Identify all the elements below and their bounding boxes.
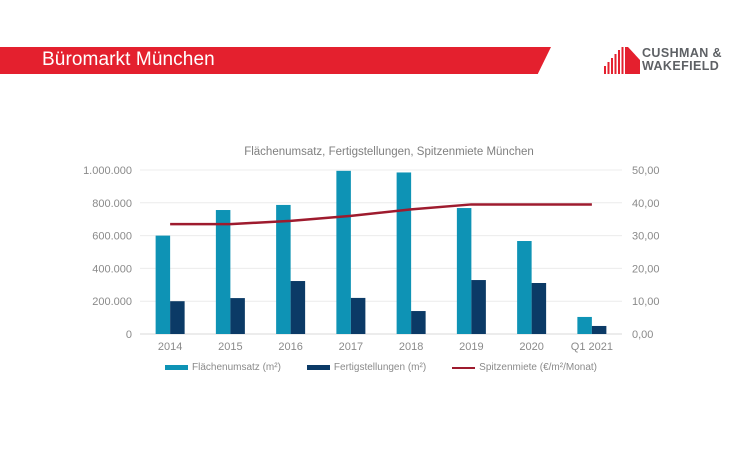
y-left-tick: 0 bbox=[126, 329, 132, 341]
y-right-tick: 10,00 bbox=[632, 296, 660, 308]
bar-flaechenumsatz bbox=[396, 172, 412, 334]
brand-line-2: WAKEFIELD bbox=[642, 59, 720, 73]
legend-label: Fertigstellungen (m²) bbox=[333, 362, 427, 373]
brand-logo: CUSHMAN & WAKEFIELD bbox=[604, 46, 734, 74]
bar-fertigstellungen bbox=[471, 280, 486, 334]
y-left-tick: 600.000 bbox=[92, 231, 132, 243]
x-tick: Q1 2021 bbox=[571, 341, 613, 353]
bar-fertigstellungen bbox=[591, 325, 607, 334]
bar-flaechenumsatz bbox=[276, 204, 291, 334]
legend-label: Spitzenmiete (€/m²/Monat) bbox=[479, 362, 597, 373]
bar-flaechenumsatz bbox=[517, 241, 532, 334]
bar-fertigstellungen bbox=[350, 297, 366, 334]
y-left-tick: 1.000.000 bbox=[83, 165, 132, 177]
brand-line-1: CUSHMAN & bbox=[642, 46, 722, 60]
legend-swatch-navy bbox=[306, 365, 330, 370]
bar-flaechenumsatz bbox=[155, 235, 171, 334]
legend-swatch-line bbox=[452, 366, 476, 369]
chart-legend: Flächenumsatz (m²) Fertigstellungen (m²)… bbox=[165, 362, 623, 373]
legend-label: Flächenumsatz (m²) bbox=[192, 362, 281, 373]
bar-fertigstellungen bbox=[230, 298, 245, 334]
line-spitzenmiete bbox=[170, 203, 592, 226]
header-banner bbox=[0, 47, 551, 74]
x-tick: 2017 bbox=[339, 341, 363, 353]
bar-fertigstellungen bbox=[531, 282, 547, 334]
y-left-tick: 200.000 bbox=[92, 296, 132, 308]
x-tick: 2016 bbox=[278, 341, 302, 353]
building-logo-icon bbox=[604, 47, 640, 74]
bar-fertigstellungen bbox=[411, 311, 426, 334]
x-tick: 2019 bbox=[459, 341, 483, 353]
legend-item-flaechenumsatz: Flächenumsatz (m²) bbox=[165, 362, 281, 373]
y-right-tick: 30,00 bbox=[632, 231, 660, 243]
chart-title: Flächenumsatz, Fertigstellungen, Spitzen… bbox=[244, 146, 534, 158]
brand-name: CUSHMAN & WAKEFIELD bbox=[642, 47, 722, 73]
y-left-tick: 800.000 bbox=[92, 198, 132, 210]
y-right-tick: 0,00 bbox=[632, 329, 653, 341]
legend-item-spitzenmiete: Spitzenmiete (€/m²/Monat) bbox=[452, 362, 597, 373]
x-tick: 2014 bbox=[158, 341, 182, 353]
x-tick: 2020 bbox=[519, 341, 543, 353]
legend-item-fertigstellungen: Fertigstellungen (m²) bbox=[306, 362, 427, 373]
page-title: Büromarkt München bbox=[42, 49, 215, 70]
y-right-tick: 20,00 bbox=[632, 263, 660, 275]
y-right-tick: 40,00 bbox=[632, 198, 660, 210]
bar-flaechenumsatz bbox=[215, 210, 231, 334]
legend-swatch-teal bbox=[165, 365, 188, 370]
bar-fertigstellungen bbox=[170, 301, 185, 334]
y-right-tick: 50,00 bbox=[632, 165, 660, 177]
bar-flaechenumsatz bbox=[456, 208, 472, 334]
bar-flaechenumsatz bbox=[577, 316, 592, 334]
x-tick: 2015 bbox=[218, 341, 242, 353]
y-left-tick: 400.000 bbox=[92, 263, 132, 275]
bar-fertigstellungen bbox=[290, 281, 306, 334]
x-tick: 2018 bbox=[399, 341, 423, 353]
bar-flaechenumsatz bbox=[336, 170, 351, 334]
